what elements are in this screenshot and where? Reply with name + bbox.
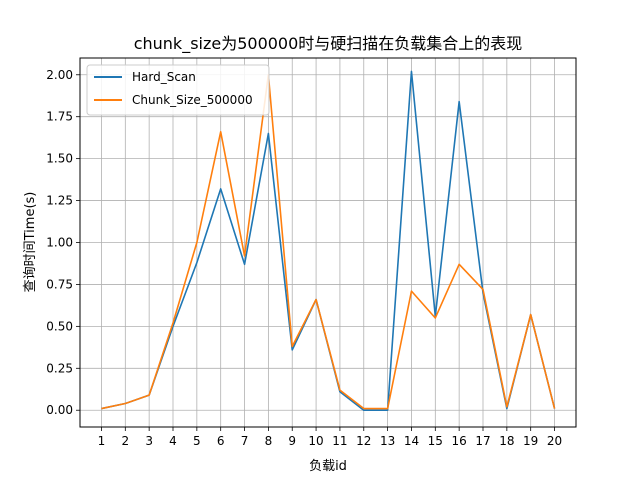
x-tick-label: 11 — [332, 434, 347, 448]
y-tick-label: 0.75 — [46, 277, 73, 291]
y-tick-label: 0.50 — [46, 319, 73, 333]
y-tick-label: 1.50 — [46, 152, 73, 166]
x-tick-label: 14 — [404, 434, 419, 448]
x-tick-label: 7 — [241, 434, 249, 448]
x-tick-label: 15 — [428, 434, 443, 448]
x-tick-label: 12 — [356, 434, 371, 448]
x-tick-label: 2 — [121, 434, 129, 448]
x-tick-label: 4 — [169, 434, 177, 448]
y-tick-label: 0.25 — [46, 361, 73, 375]
y-axis-label: 查询时间Time(s) — [23, 192, 38, 293]
series-line-hard-scan — [101, 70, 556, 412]
y-tick-label: 1.25 — [46, 194, 73, 208]
x-tick-label: 10 — [308, 434, 323, 448]
x-tick-label: 20 — [547, 434, 562, 448]
y-axis-ticks: 0.00 0.25 0.50 0.75 1.00 1.25 1.50 1.75 2.00 — [46, 68, 80, 417]
series-line-chunk-size-500000 — [101, 73, 556, 410]
grid — [80, 58, 576, 427]
x-tick-label: 18 — [499, 434, 514, 448]
y-tick-label: 2.00 — [46, 68, 73, 82]
legend-box — [86, 64, 270, 116]
x-tick-label: 9 — [288, 434, 296, 448]
chart-title: chunk_size为500000时与硬扫描在负载集合上的表现 — [134, 34, 523, 54]
y-tick-label: 1.00 — [46, 236, 73, 250]
x-tick-label: 8 — [265, 434, 273, 448]
x-tick-label: 3 — [145, 434, 153, 448]
x-tick-label: 13 — [380, 434, 395, 448]
y-tick-label: 1.75 — [46, 110, 73, 124]
y-tick-label: 0.00 — [46, 403, 73, 417]
legend-label-hard-scan: Hard_Scan — [132, 70, 196, 84]
x-tick-label: 1 — [98, 434, 106, 448]
x-axis-label: 负载id — [309, 459, 347, 474]
x-tick-label: 5 — [193, 434, 201, 448]
x-tick-label: 19 — [523, 434, 538, 448]
x-tick-label: 16 — [452, 434, 467, 448]
x-tick-label: 17 — [475, 434, 490, 448]
legend: Hard_Scan Chunk_Size_500000 — [86, 64, 270, 116]
series-lines — [101, 70, 556, 412]
legend-label-chunk-size: Chunk_Size_500000 — [132, 93, 253, 107]
x-tick-label: 6 — [217, 434, 225, 448]
x-axis-ticks: 1 2 3 4 5 6 7 8 9 10 11 12 13 14 15 16 17 18 19 20 — [98, 427, 562, 448]
